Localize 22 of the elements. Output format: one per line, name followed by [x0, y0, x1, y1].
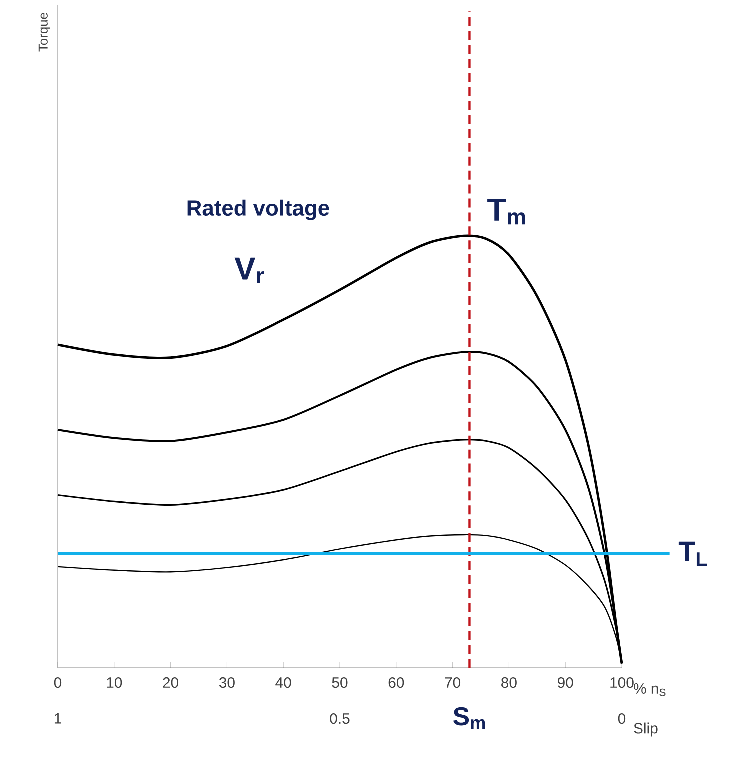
annotation: T$_{m}$: [488, 198, 526, 225]
annotation: V$_{r}$: [234, 258, 264, 284]
text: Rated voltage: [188, 200, 330, 220]
x-tick-label: 60: [388, 677, 404, 688]
ref-line-label: S$_{m}$: [454, 707, 486, 730]
x-tick-label: 20: [163, 677, 179, 688]
x-axis-title: % n$_{S}$: [634, 684, 666, 696]
x-tick-label: 0: [54, 677, 62, 688]
x-tick-label: 70: [445, 677, 461, 688]
x-tick-label: 90: [558, 677, 574, 688]
x2-tick-label: 1: [54, 713, 62, 724]
x2-tick-label: 0: [618, 713, 626, 724]
x-tick-label: 50: [332, 677, 348, 688]
x-tick-label: 10: [107, 677, 122, 688]
ref-line-label: T$_{L}$: [678, 542, 707, 566]
x-tick-label: 80: [502, 677, 517, 688]
x-tick-label: 40: [276, 677, 292, 688]
x-tick-label: 30: [219, 677, 235, 688]
x2-tick-label: 0.5: [330, 713, 350, 724]
x2-axis-title: Slip: [634, 722, 658, 737]
text: Torque: [38, 13, 50, 52]
x-tick-label: 100: [610, 677, 634, 688]
